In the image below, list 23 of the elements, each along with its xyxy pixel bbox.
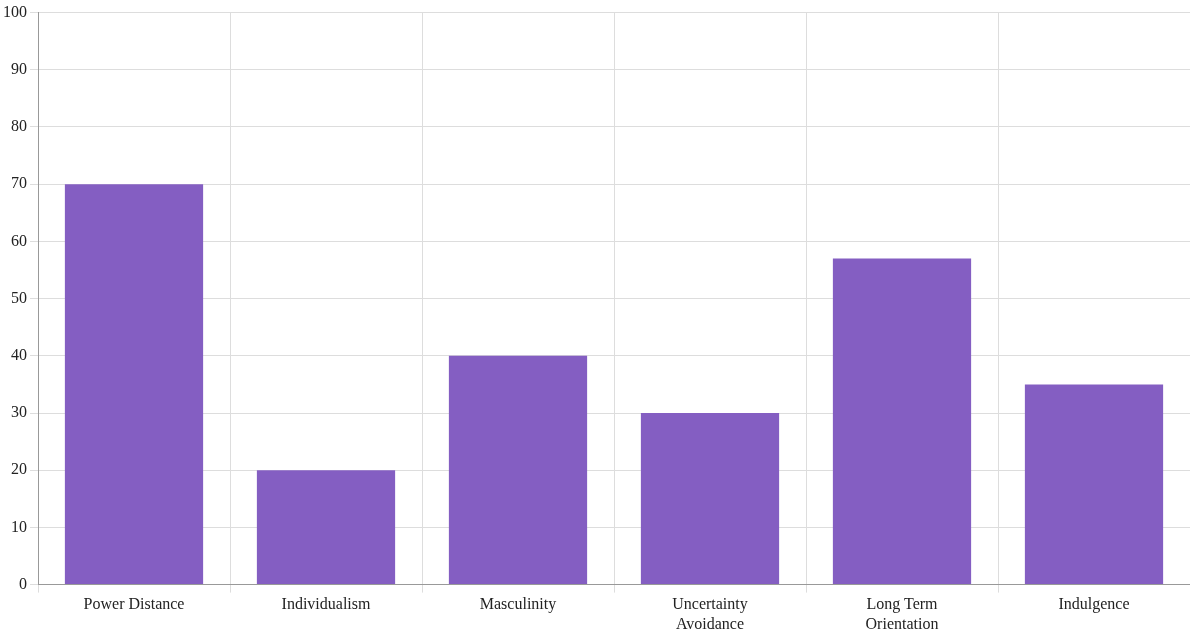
x-tick-label: Power Distance: [83, 595, 185, 613]
y-tick-label: 20: [11, 460, 27, 478]
y-tick-label: 30: [11, 403, 27, 421]
y-tick-label: 80: [11, 117, 27, 135]
y-tick-label: 10: [11, 517, 27, 535]
bar: [448, 355, 588, 585]
x-tick-label: Indulgence: [1058, 595, 1130, 614]
bar: [640, 413, 780, 585]
y-tick-label: 100: [3, 2, 27, 20]
bar: [64, 184, 204, 585]
bar: [1024, 384, 1164, 585]
bar: [832, 258, 972, 585]
y-tick-label: 90: [11, 60, 27, 77]
y-tick-label: 70: [11, 174, 27, 192]
x-tick-label: Individualism: [281, 595, 371, 613]
y-tick-label: 40: [11, 346, 27, 363]
x-tick-label: Masculinity: [479, 595, 557, 614]
x-tick-label: Uncertainty Avoidance: [672, 595, 748, 632]
y-tick-label: 60: [11, 231, 27, 249]
bar: [256, 470, 396, 585]
y-tick-label: 0: [19, 574, 27, 592]
x-tick-label: Long Term Orientation: [865, 595, 939, 632]
y-tick-label: 50: [11, 288, 27, 306]
